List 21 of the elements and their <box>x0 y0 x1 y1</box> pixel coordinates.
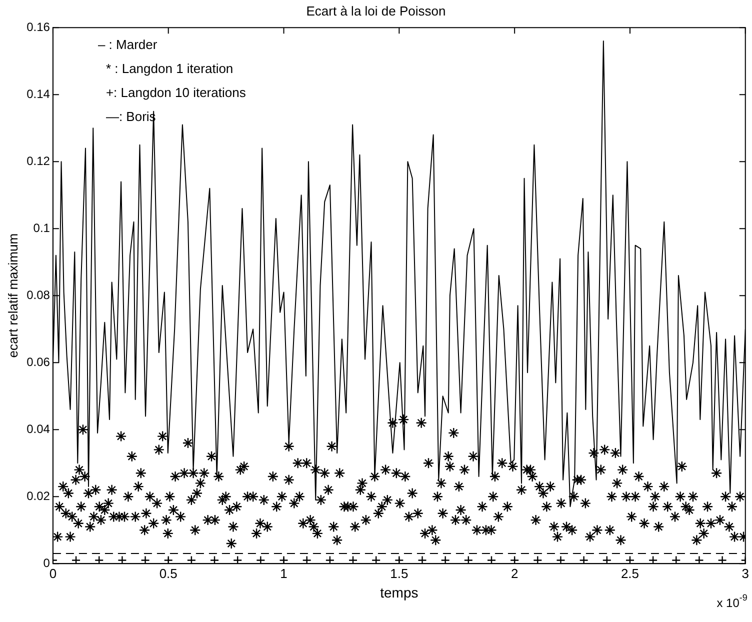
y-tick-label: 0.06 <box>26 354 50 369</box>
chart-title: Ecart à la loi de Poisson <box>306 3 446 18</box>
y-tick-label: 0.14 <box>26 86 50 101</box>
x-tick-label: 3 <box>742 566 749 581</box>
x-axis-title: temps <box>380 584 418 600</box>
y-tick-label: 0.1 <box>33 220 50 235</box>
x-tick-label: 2 <box>510 566 518 581</box>
x-tick-label: 1.5 <box>390 566 408 581</box>
x-tick-label: 1 <box>280 566 288 581</box>
y-tick-label: 0.04 <box>26 422 50 436</box>
y-axis-title: ecart relatif maximum <box>5 233 20 358</box>
annotation: – : Marder <box>98 37 158 52</box>
x-tick-label: 0.5 <box>159 566 178 581</box>
y-tick-label: 0.12 <box>26 154 50 168</box>
annotation: * : Langdon 1 iteration <box>106 61 234 76</box>
x-tick-label: 2.5 <box>620 566 640 581</box>
y-tick-label: 0.08 <box>26 288 50 302</box>
annotation: +: Langdon 10 iterations <box>106 85 246 100</box>
y-tick-label: 0 <box>43 556 50 570</box>
y-tick-label: 0.16 <box>26 20 50 34</box>
y-tick-label: 0.02 <box>26 488 50 503</box>
